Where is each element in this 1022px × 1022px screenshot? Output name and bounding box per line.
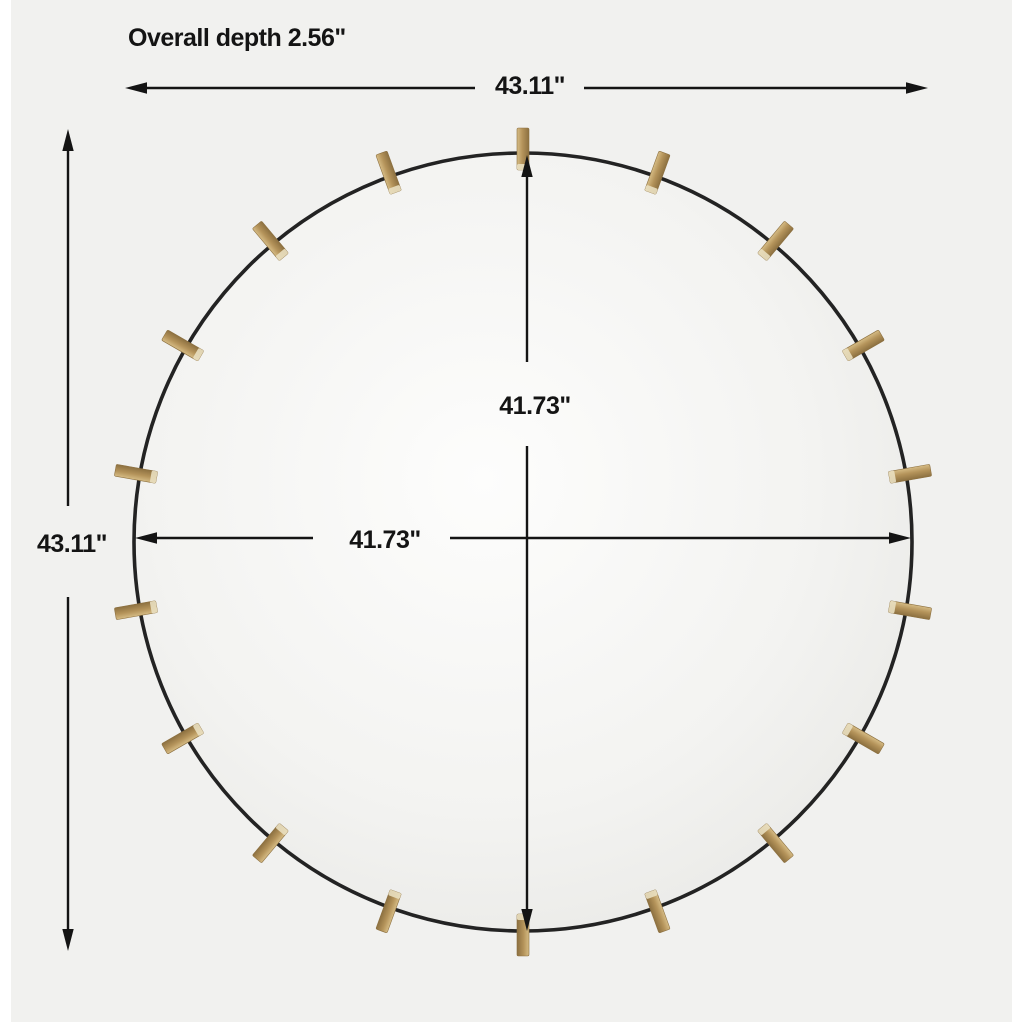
mirror-clip bbox=[842, 330, 885, 361]
outer-height-dimension: 43.11" bbox=[37, 129, 108, 951]
outer-height-arrow-up bbox=[62, 129, 74, 151]
mirror-glass bbox=[132, 151, 914, 933]
outer-width-arrow-left bbox=[125, 82, 147, 94]
mirror-clip bbox=[252, 221, 289, 261]
outer-width-arrow-right bbox=[906, 82, 928, 94]
inner-width-arrow-left bbox=[135, 532, 157, 544]
mirror-clip bbox=[644, 151, 671, 195]
inner-height-arrow-up bbox=[521, 155, 533, 177]
inner-width-dimension: 41.73" bbox=[135, 526, 911, 554]
overall-depth-label: Overall depth 2.56" bbox=[128, 24, 346, 52]
inner-width-arrow-right bbox=[889, 532, 911, 544]
mirror-clip bbox=[161, 723, 204, 754]
mirror-clip bbox=[114, 600, 158, 620]
mirror-clip bbox=[252, 823, 289, 863]
outer-width-dimension: 43.11" bbox=[125, 72, 928, 100]
outer-height-arrow-down bbox=[62, 929, 74, 951]
mirror-clip bbox=[757, 221, 794, 261]
mirror-clip bbox=[644, 889, 671, 933]
mirror-clip bbox=[375, 889, 402, 933]
mirror-clip bbox=[888, 464, 932, 484]
inner-height-arrow-down bbox=[521, 909, 533, 931]
outer-height-label: 43.11" bbox=[37, 530, 107, 558]
mirror-clip bbox=[114, 464, 158, 484]
mirror-clips bbox=[114, 127, 932, 957]
inner-width-label: 41.73" bbox=[349, 526, 420, 554]
outer-width-label: 43.11" bbox=[495, 72, 565, 100]
mirror-clip bbox=[161, 330, 204, 361]
mirror-clip bbox=[842, 723, 885, 754]
mirror-clip bbox=[888, 600, 932, 620]
inner-height-label: 41.73" bbox=[499, 392, 570, 420]
inner-height-dimension: 41.73" bbox=[499, 155, 571, 931]
mirror-clip bbox=[375, 151, 402, 195]
mirror-clip bbox=[757, 823, 794, 863]
